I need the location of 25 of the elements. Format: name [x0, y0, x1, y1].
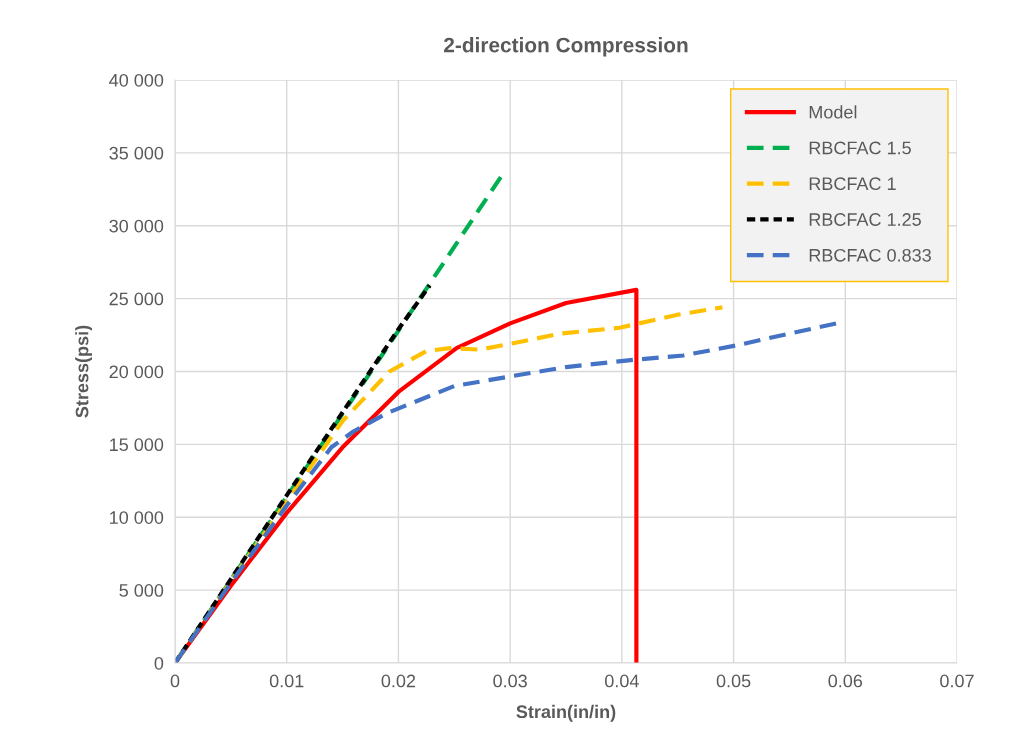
legend-label: Model	[809, 105, 857, 119]
x-tick-label: 0.01	[269, 674, 304, 688]
x-tick-label: 0.06	[828, 674, 863, 688]
x-tick-label: 0.05	[716, 674, 751, 688]
y-tick-label: 30 000	[109, 219, 164, 233]
x-tick-label: 0	[170, 674, 180, 688]
x-tick-label: 0.04	[604, 674, 639, 688]
chart-title: 2-direction Compression	[444, 37, 688, 57]
y-tick-label: 40 000	[109, 73, 164, 87]
y-tick-label: 10 000	[110, 511, 164, 524]
x-tick-label: 0.07	[940, 674, 974, 688]
x-tick-label: 0.03	[493, 674, 527, 688]
x-axis-title: Strain(in/in)	[516, 704, 616, 722]
legend-label: RBCFAC 1.25	[809, 213, 921, 226]
legend-label: RBCFAC 1.5	[809, 141, 911, 155]
y-tick-label: 0	[154, 656, 164, 670]
y-tick-label: 25 000	[109, 292, 164, 306]
legend-label: RBCFAC 1	[809, 177, 896, 191]
y-tick-label: 15 000	[110, 438, 164, 452]
y-axis-title: Stress(psi)	[75, 325, 92, 418]
x-tick-label: 0.02	[381, 674, 416, 688]
y-tick-label: 20 000	[109, 365, 164, 379]
y-tick-label: 5 000	[119, 584, 164, 597]
y-tick-label: 35 000	[109, 146, 164, 160]
legend-label: RBCFAC 0.833	[809, 248, 931, 262]
